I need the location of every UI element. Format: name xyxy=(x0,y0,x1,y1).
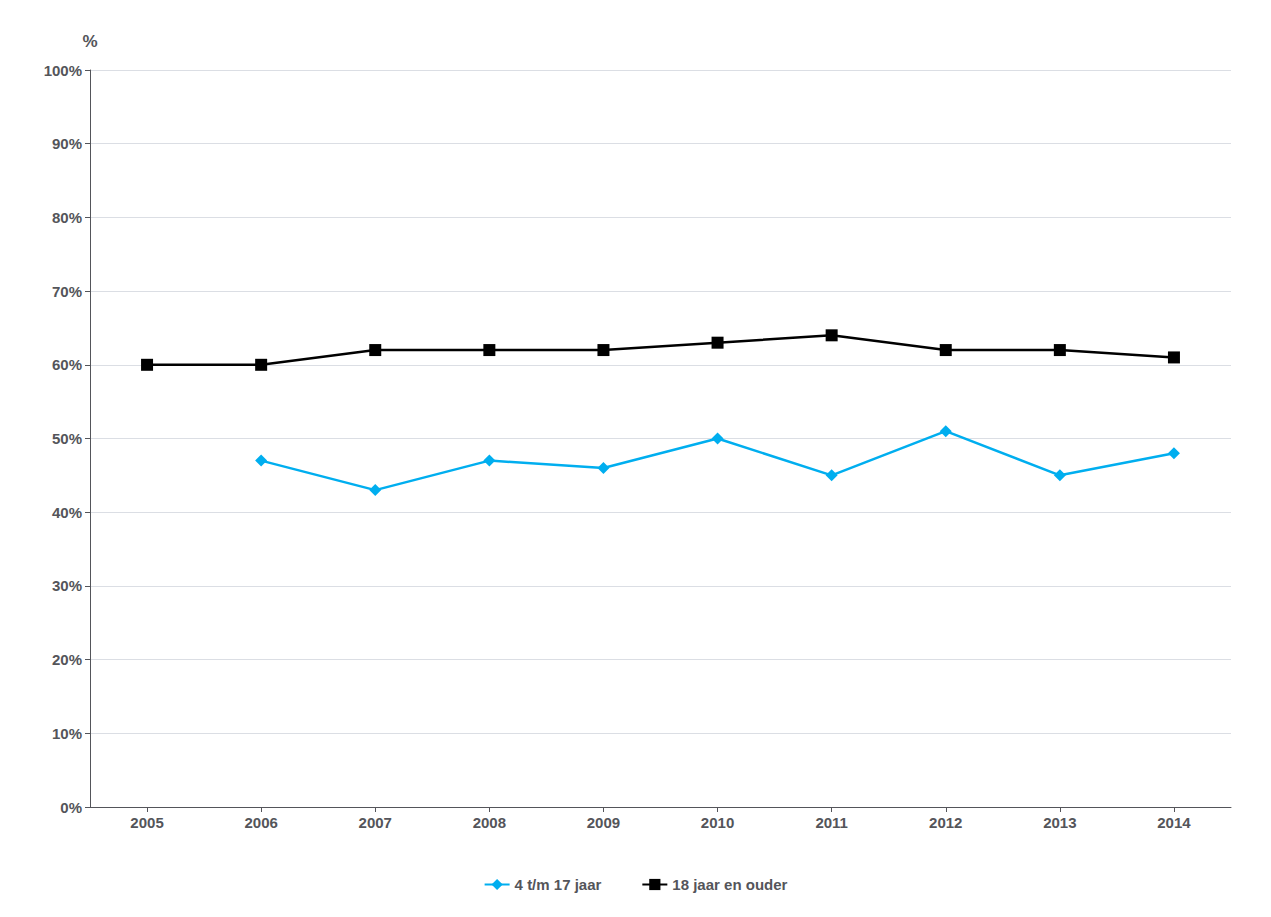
svg-text:2008: 2008 xyxy=(473,814,506,831)
svg-text:2007: 2007 xyxy=(359,814,392,831)
svg-text:4 t/m 17 jaar: 4 t/m 17 jaar xyxy=(515,876,602,893)
svg-text:2013: 2013 xyxy=(1043,814,1076,831)
svg-text:2009: 2009 xyxy=(587,814,620,831)
svg-text:80%: 80% xyxy=(52,209,82,226)
svg-text:10%: 10% xyxy=(52,725,82,742)
svg-text:50%: 50% xyxy=(52,430,82,447)
svg-text:2012: 2012 xyxy=(929,814,962,831)
svg-text:%: % xyxy=(82,32,97,51)
svg-text:2006: 2006 xyxy=(244,814,277,831)
svg-text:2014: 2014 xyxy=(1157,814,1191,831)
svg-text:90%: 90% xyxy=(52,135,82,152)
svg-text:2005: 2005 xyxy=(130,814,163,831)
svg-text:60%: 60% xyxy=(52,356,82,373)
svg-text:100%: 100% xyxy=(44,62,82,79)
svg-text:18 jaar en ouder: 18 jaar en ouder xyxy=(672,876,787,893)
svg-text:2010: 2010 xyxy=(701,814,734,831)
svg-text:40%: 40% xyxy=(52,504,82,521)
svg-text:70%: 70% xyxy=(52,283,82,300)
svg-text:20%: 20% xyxy=(52,651,82,668)
svg-text:30%: 30% xyxy=(52,577,82,594)
svg-text:2011: 2011 xyxy=(815,814,848,831)
svg-text:0%: 0% xyxy=(60,799,82,816)
